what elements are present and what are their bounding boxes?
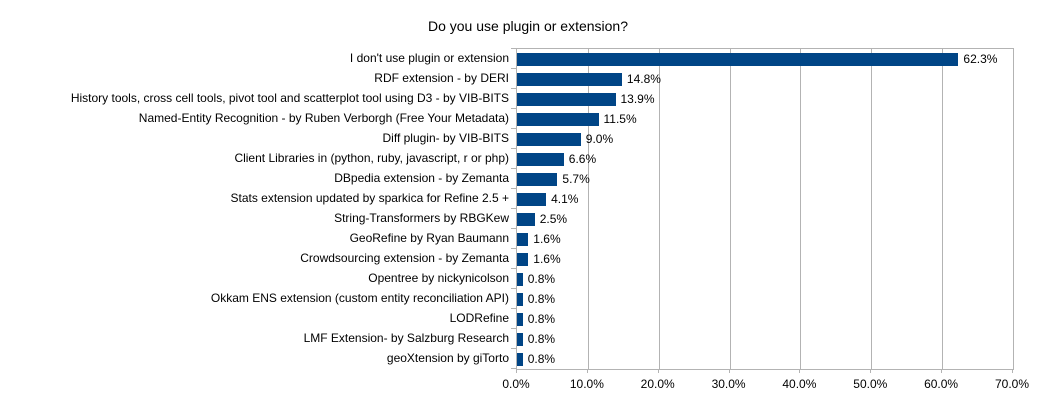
axis-tick [870, 369, 872, 373]
bar [517, 352, 523, 366]
category-label: Opentree by nickynicolson [368, 271, 509, 285]
value-label: 11.5% [603, 112, 637, 126]
value-label: 4.1% [551, 192, 579, 206]
x-tick-label: 60.0% [924, 377, 959, 391]
value-label: 6.6% [568, 152, 597, 166]
plot-area: 62.3% 14.8% 13.9% 11.5% 9.0% 6.6% 5.7% 4.1% 2.5%… [516, 48, 1014, 370]
axis-tick [511, 68, 516, 69]
value-label: 14.8% [626, 72, 661, 86]
axis-tick [657, 369, 659, 373]
bar [517, 272, 523, 286]
category-label: RDF extension - by DERI [374, 71, 509, 85]
bar [517, 52, 959, 66]
category-label: GeoRefine by Ryan Baumann [349, 231, 509, 245]
axis-tick [511, 188, 516, 189]
bar [517, 332, 523, 346]
axis-tick [511, 288, 516, 289]
x-tick-label: 40.0% [782, 377, 817, 391]
category-label: Client Libraries in (python, ruby, javas… [234, 151, 509, 165]
category-label: Stats extension updated by sparkica for … [230, 191, 509, 205]
value-label: 9.0% [585, 132, 614, 146]
bar [517, 152, 564, 166]
value-label: 0.8% [527, 312, 556, 326]
axis-tick [728, 369, 730, 373]
chart-title: Do you use plugin or extension? [427, 18, 629, 34]
category-label: LODRefine [449, 311, 509, 325]
bar [517, 72, 622, 86]
value-label: 0.8% [527, 332, 556, 346]
axis-tick [511, 208, 516, 209]
value-label: 0.8% [527, 272, 556, 286]
axis-tick [511, 108, 516, 109]
value-label: 0.8% [527, 292, 556, 306]
x-tick-label: 20.0% [640, 377, 675, 391]
x-tick-label: 30.0% [711, 377, 746, 391]
category-label: History tools, cross cell tools, pivot t… [70, 91, 509, 105]
category-label: LMF Extension- by Salzburg Research [303, 331, 509, 345]
bar [517, 192, 547, 206]
category-label: I don't use plugin or extension [349, 51, 509, 65]
category-label: String-Transformers by RBGKew [334, 211, 509, 225]
axis-tick [799, 369, 801, 373]
category-label: Crowdsourcing extension - by Zemanta [300, 251, 509, 265]
axis-tick [511, 368, 516, 369]
value-label: 13.9% [620, 92, 655, 106]
axis-tick [511, 348, 516, 349]
category-label: DBpedia extension - by Zemanta [334, 171, 509, 185]
bar [517, 132, 581, 146]
gridline [588, 49, 589, 369]
axis-tick [511, 148, 516, 149]
bar [517, 212, 535, 226]
bar [517, 172, 558, 186]
bar [517, 312, 523, 326]
axis-tick [516, 369, 517, 373]
axis-tick [511, 328, 516, 329]
axis-tick [511, 168, 516, 169]
gridline [730, 49, 731, 369]
bar [517, 92, 616, 106]
gridline [942, 49, 943, 369]
bar [517, 232, 529, 246]
bar [517, 252, 529, 266]
axis-tick [586, 369, 588, 373]
value-label: 62.3% [963, 52, 998, 66]
x-tick-label: 50.0% [853, 377, 888, 391]
value-label: 1.6% [533, 232, 561, 246]
axis-tick [941, 369, 943, 373]
category-label: Okkam ENS extension (custom entity recon… [210, 291, 509, 305]
value-label: 2.5% [539, 212, 568, 226]
axis-tick [511, 48, 516, 49]
gridline [871, 49, 872, 369]
x-tick-label: 10.0% [569, 377, 604, 391]
gridline [800, 49, 801, 369]
value-label: 1.6% [533, 252, 561, 266]
axis-tick [511, 128, 516, 129]
axis-tick [511, 308, 516, 309]
category-label: Diff plugin- by VIB-BITS [382, 131, 510, 145]
axis-tick [511, 268, 516, 269]
bar [517, 292, 523, 306]
x-tick-label: 70.0% [994, 377, 1030, 391]
bar [517, 112, 599, 126]
value-label: 0.8% [527, 352, 556, 366]
x-tick-label: 0.0% [502, 377, 530, 391]
category-label: Named-Entity Recognition - by Ruben Verb… [138, 111, 509, 125]
axis-tick [511, 88, 516, 89]
axis-tick [1012, 369, 1013, 373]
value-label: 5.7% [562, 172, 590, 186]
axis-tick [511, 228, 516, 229]
axis-tick [511, 248, 516, 249]
category-label: geoXtension by giTorto [386, 351, 509, 365]
gridline [659, 49, 660, 369]
